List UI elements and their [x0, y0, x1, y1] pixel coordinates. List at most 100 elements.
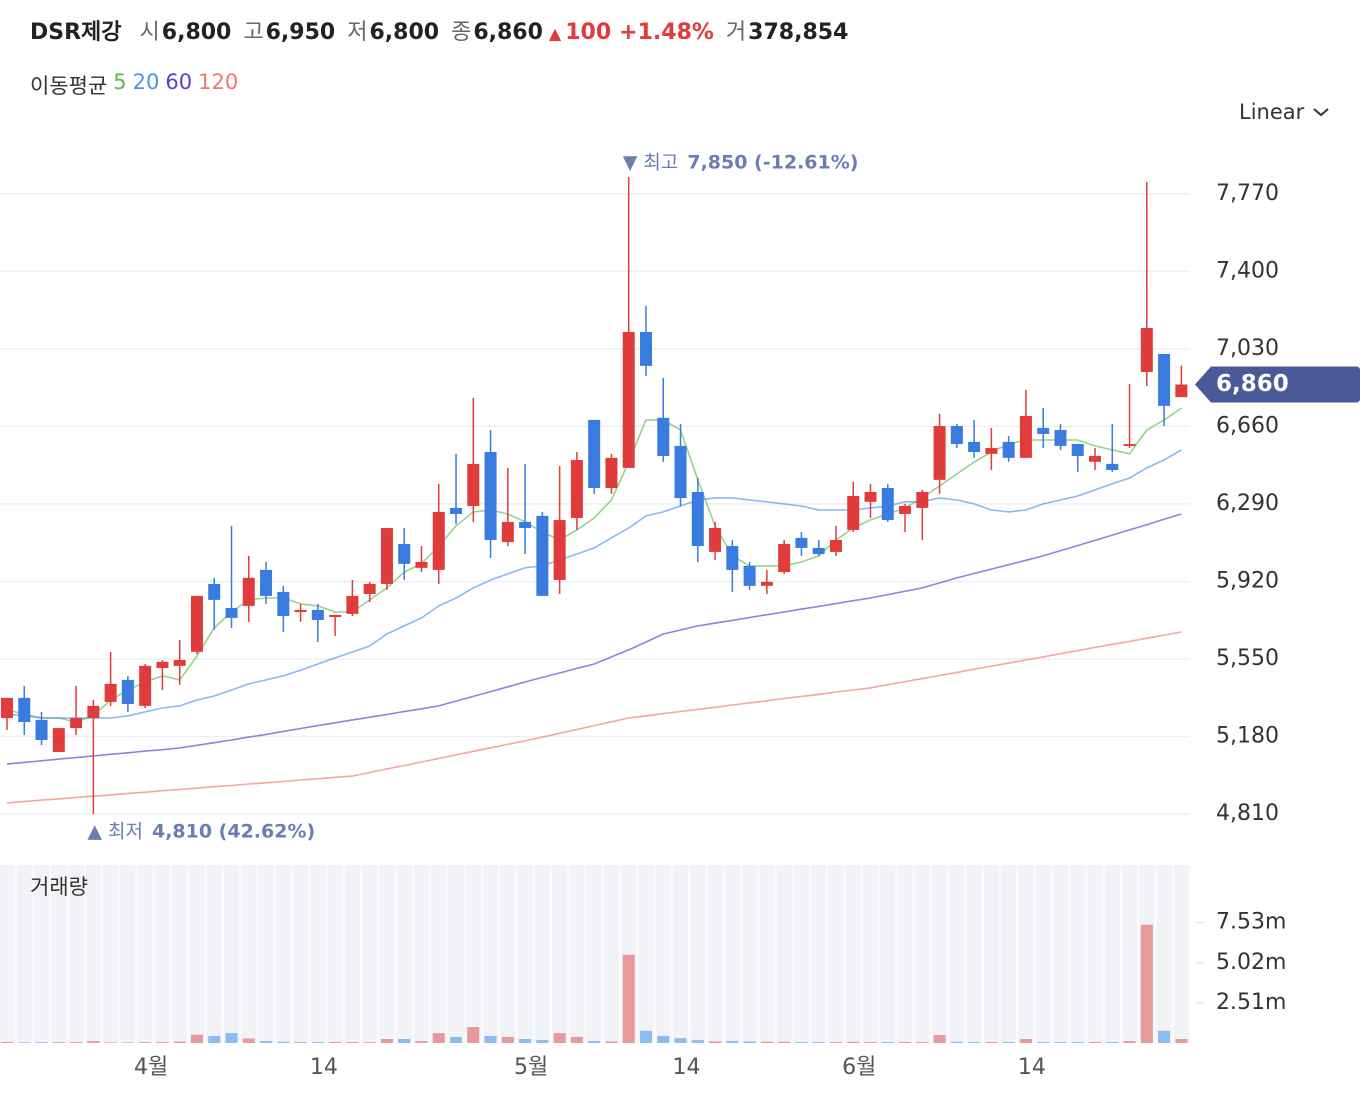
volume-bar	[812, 1042, 825, 1043]
candle-body	[225, 608, 238, 618]
legend-entry: 5	[113, 70, 127, 94]
candle-body	[605, 457, 618, 489]
y-tick-label: 5,920	[1216, 568, 1279, 593]
volume-bar	[674, 1038, 687, 1043]
candle-body	[467, 463, 480, 507]
candle-body	[812, 547, 825, 554]
candle-body	[968, 441, 981, 452]
volume-column	[206, 865, 222, 1043]
volume-bar	[139, 1042, 152, 1043]
candle-body	[536, 515, 549, 596]
volume-column	[552, 865, 568, 1043]
volume-bar	[553, 1033, 566, 1043]
volume-bar	[484, 1035, 497, 1043]
volume-column	[275, 865, 291, 1043]
candle-body	[260, 569, 273, 596]
volume-bar	[104, 1042, 117, 1043]
volume-column	[863, 865, 878, 1043]
volume-column	[85, 865, 101, 1043]
candle-body	[294, 609, 307, 613]
volume-bar	[639, 1030, 652, 1043]
ma-line	[6, 407, 1182, 723]
volume-bar	[864, 1042, 877, 1043]
volume-column	[1087, 865, 1103, 1043]
scale-label: Linear	[1239, 100, 1305, 124]
label: 고	[243, 20, 264, 45]
volume-column	[431, 865, 447, 1043]
candle-body	[726, 546, 739, 570]
volume-column	[673, 865, 689, 1043]
candle-body	[52, 728, 65, 752]
candle-body	[709, 528, 722, 552]
volume-column	[1001, 865, 1017, 1043]
label: 시	[139, 20, 160, 45]
volume-column	[344, 865, 360, 1043]
y-tick-label: 7,770	[1216, 181, 1279, 206]
volume-bar	[1019, 1039, 1032, 1043]
volume-column	[241, 865, 257, 1043]
volume-column	[828, 865, 844, 1043]
change: 100	[565, 20, 612, 45]
legend-title: 이동평균	[30, 74, 108, 98]
volume-bar	[225, 1033, 238, 1043]
candle-body	[173, 659, 186, 666]
candle-body	[743, 565, 756, 586]
volume-bar	[467, 1027, 480, 1043]
candle-body	[847, 495, 860, 530]
volume-bar	[501, 1036, 514, 1043]
candle-body	[104, 683, 117, 702]
candle-body	[1, 697, 13, 719]
volume-bar	[1089, 1042, 1102, 1043]
candle-body	[1123, 444, 1136, 446]
volume-column	[34, 865, 50, 1043]
candle-body	[553, 520, 566, 580]
volume-bar	[294, 1042, 307, 1043]
ma-line	[6, 513, 1182, 765]
y-tick-label: 7.53m	[1216, 910, 1286, 935]
volume-bar	[795, 1042, 808, 1043]
candle-body	[1019, 415, 1032, 458]
volume-column	[500, 865, 516, 1043]
annotation-value: 4,810 (42.62%)	[152, 820, 315, 842]
volume-bar	[208, 1035, 221, 1043]
volume-bar	[346, 1042, 359, 1043]
volume-column	[621, 865, 637, 1043]
volume-column	[224, 865, 240, 1043]
scale-menu[interactable]: Linear	[1239, 100, 1330, 124]
volume-column	[379, 865, 395, 1043]
x-tick-label: 14	[310, 1055, 338, 1080]
volume-bar	[121, 1042, 134, 1043]
volume-bar	[985, 1042, 998, 1043]
volume-column	[845, 865, 861, 1043]
volume-column	[914, 865, 930, 1043]
volume-column	[293, 865, 309, 1043]
volume-column	[897, 865, 913, 1043]
candle-body	[829, 539, 842, 552]
volume-title: 거래량	[30, 875, 88, 899]
volume-bar	[536, 1040, 549, 1043]
volume-column	[483, 865, 499, 1043]
volume-bar	[1002, 1042, 1015, 1043]
candle-body	[933, 426, 946, 480]
volume-bar	[415, 1041, 428, 1043]
volume-column	[1104, 865, 1120, 1043]
volume-bar	[1140, 924, 1153, 1043]
volume-bar	[829, 1042, 842, 1043]
legend-entry: 20	[132, 70, 160, 94]
candle-body	[1037, 427, 1050, 434]
volume-column	[103, 865, 119, 1043]
candle-body	[242, 577, 255, 606]
volume-bar	[899, 1042, 912, 1043]
candle-body	[985, 447, 998, 454]
volume-column	[448, 865, 464, 1043]
volume-bar	[1106, 1042, 1119, 1043]
candle-body	[501, 521, 514, 543]
y-tick-label: 5,180	[1216, 723, 1279, 748]
y-tick-label: 7,030	[1216, 336, 1279, 361]
y-tick-label: 5.02m	[1216, 950, 1286, 975]
change-arrow: ▲	[548, 24, 562, 43]
volume-bar	[760, 1041, 773, 1043]
volume-column	[880, 865, 896, 1043]
candle-body	[18, 697, 31, 723]
volume-bar	[847, 1041, 860, 1043]
